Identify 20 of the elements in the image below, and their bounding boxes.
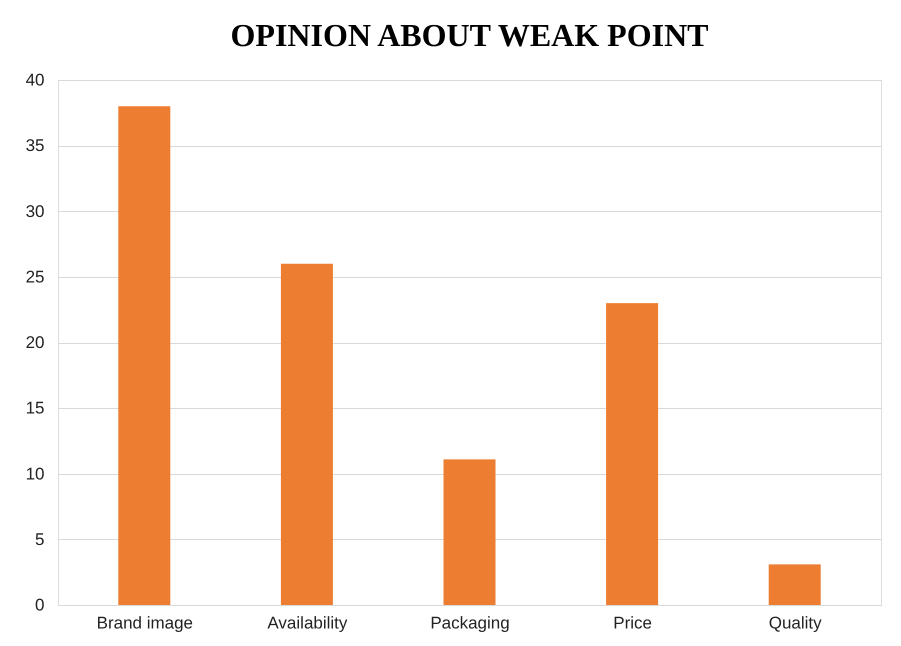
y-tick-label: 15: [26, 398, 44, 418]
bar: [444, 459, 496, 605]
x-tick-label: Availability: [267, 614, 348, 632]
bar: [280, 264, 333, 605]
y-tick-label: 30: [26, 202, 44, 221]
x-tick-label: Packaging: [430, 614, 510, 632]
bar: [768, 564, 821, 605]
x-tick-label: Quality: [768, 614, 822, 632]
bar: [606, 303, 658, 605]
y-tick-label: 5: [35, 530, 44, 549]
y-tick-label: 0: [35, 596, 44, 614]
y-tick-label: 20: [26, 333, 44, 352]
y-tick-label: 35: [26, 136, 44, 156]
x-tick-label: Price: [613, 614, 652, 632]
chart-title: OPINION ABOUT WEAK POINT: [230, 17, 709, 53]
x-tick-label: Brand image: [96, 614, 193, 632]
y-tick-label: 40: [26, 70, 44, 90]
bar: [118, 106, 170, 605]
y-tick-label: 25: [26, 267, 44, 286]
y-tick-label: 10: [26, 464, 44, 484]
